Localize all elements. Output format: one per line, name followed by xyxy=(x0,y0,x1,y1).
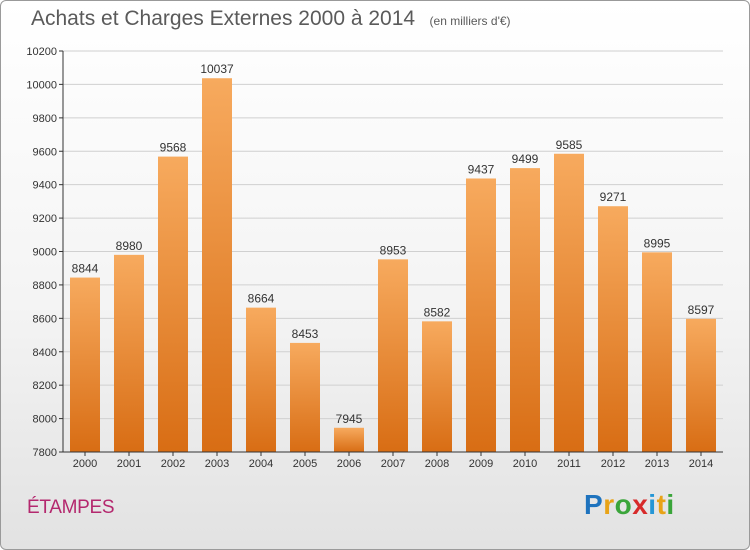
data-label: 7945 xyxy=(336,412,363,426)
data-label: 8844 xyxy=(72,262,99,276)
bar-2010 xyxy=(510,168,540,452)
x-tick-label: 2000 xyxy=(73,458,97,470)
y-tick-label: 9000 xyxy=(33,247,57,259)
data-label: 9271 xyxy=(600,190,627,204)
x-tick-label: 2004 xyxy=(249,458,273,470)
y-tick-label: 9800 xyxy=(33,113,57,125)
bars: 8844 8980 9568 10037 8664 8453 7945 8953 8582 943… xyxy=(70,62,716,452)
title-text: Achats et Charges Externes 2000 à 2014 xyxy=(31,7,416,30)
axes: 7800 8000 8200 8400 8600 8800 9000 9200 9400 9600… xyxy=(26,46,723,470)
chart-title: Achats et Charges Externes 2000 à 2014 (… xyxy=(31,7,511,31)
y-tick-label: 8400 xyxy=(33,347,57,359)
bar-2004 xyxy=(246,307,276,452)
bar-2000 xyxy=(70,277,100,452)
y-tick-label: 8600 xyxy=(33,313,57,325)
data-label: 8980 xyxy=(116,239,143,253)
bar-2011 xyxy=(554,153,584,452)
x-tick-label: 2009 xyxy=(469,458,493,470)
y-tick-label: 7800 xyxy=(33,447,57,459)
x-tick-label: 2006 xyxy=(337,458,361,470)
bar-2013 xyxy=(642,252,672,452)
bar-2012 xyxy=(598,206,628,452)
data-label: 9568 xyxy=(160,141,187,155)
x-tick-label: 2003 xyxy=(205,458,229,470)
x-tick-label: 2008 xyxy=(425,458,449,470)
data-label: 8953 xyxy=(380,243,407,257)
x-tick-label: 2014 xyxy=(689,458,713,470)
bar-2001 xyxy=(114,254,144,452)
y-tick-label: 10200 xyxy=(26,46,57,58)
data-label: 9585 xyxy=(556,138,583,152)
data-label: 9437 xyxy=(468,162,495,176)
x-tick-label: 2010 xyxy=(513,458,537,470)
x-tick-label: 2002 xyxy=(161,458,185,470)
data-label: 8582 xyxy=(424,305,451,319)
y-tick-label: 8200 xyxy=(33,380,57,392)
y-tick-label: 8800 xyxy=(33,280,57,292)
y-tick-label: 9600 xyxy=(33,146,57,158)
x-tick-label: 2005 xyxy=(293,458,317,470)
bar-2003 xyxy=(202,78,232,452)
x-tick-label: 2013 xyxy=(645,458,669,470)
data-label: 8995 xyxy=(644,236,671,250)
x-tick-label: 2007 xyxy=(381,458,405,470)
x-tick-label: 2001 xyxy=(117,458,141,470)
city-name: ÉTAMPES xyxy=(27,497,115,518)
bar-2005 xyxy=(290,342,320,452)
bar-2008 xyxy=(422,321,452,452)
x-tick-label: 2011 xyxy=(557,458,581,470)
data-label: 8453 xyxy=(292,327,319,341)
bar-2006 xyxy=(334,427,364,452)
y-tick-label: 8000 xyxy=(33,414,57,426)
bar-2014 xyxy=(686,318,716,452)
bar-2007 xyxy=(378,259,408,452)
data-label: 10037 xyxy=(200,62,234,76)
data-label: 9499 xyxy=(512,152,539,166)
y-tick-label: 9400 xyxy=(33,180,57,192)
bar-2009 xyxy=(466,178,496,452)
proxiti-logo[interactable]: Proxiti xyxy=(584,489,675,520)
x-tick-label: 2012 xyxy=(601,458,625,470)
data-label: 8597 xyxy=(688,303,715,317)
data-label: 8664 xyxy=(248,292,275,306)
bar-2002 xyxy=(158,156,188,452)
unit-text: (en milliers d'€) xyxy=(429,14,511,28)
y-tick-label: 9200 xyxy=(33,213,57,225)
y-tick-label: 10000 xyxy=(26,79,57,91)
